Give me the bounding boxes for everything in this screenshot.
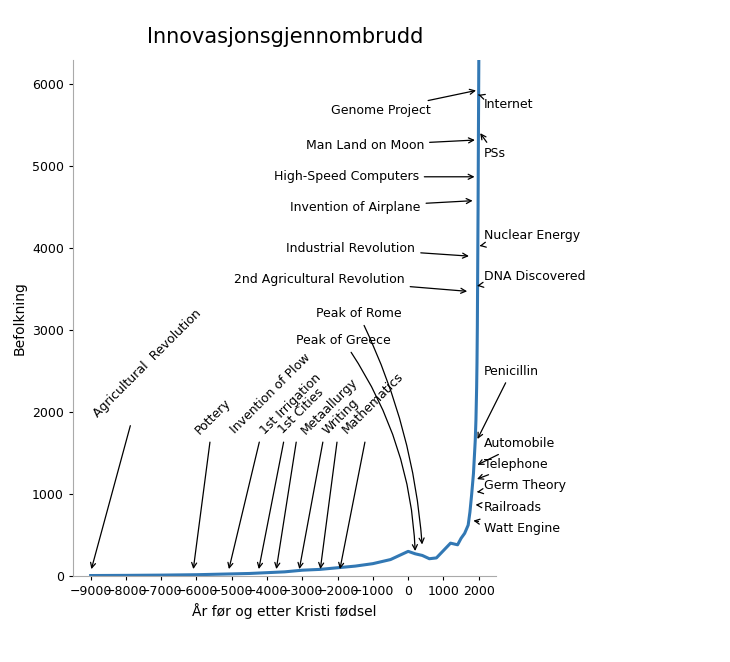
Text: Automobile: Automobile	[479, 438, 556, 464]
Text: Penicillin: Penicillin	[478, 365, 539, 438]
Text: Genome Project: Genome Project	[331, 89, 474, 117]
Text: Internet: Internet	[479, 95, 534, 111]
Text: Mathematics: Mathematics	[339, 370, 406, 568]
Text: PSs: PSs	[481, 134, 506, 160]
Text: Agricultural  Revolution: Agricultural Revolution	[91, 307, 204, 568]
Text: Writing: Writing	[319, 396, 361, 568]
Text: Watt Engine: Watt Engine	[474, 519, 560, 535]
Text: DNA Discovered: DNA Discovered	[478, 270, 585, 287]
Text: Peak of Rome: Peak of Rome	[315, 307, 424, 543]
Text: Nuclear Energy: Nuclear Energy	[481, 229, 580, 247]
Text: Peak of Greece: Peak of Greece	[296, 334, 418, 549]
Text: Germ Theory: Germ Theory	[478, 479, 566, 494]
Text: Invention of Plow: Invention of Plow	[228, 352, 313, 568]
Text: Telephone: Telephone	[478, 458, 548, 479]
Text: Industrial Revolution: Industrial Revolution	[286, 242, 467, 258]
Text: Invention of Airplane: Invention of Airplane	[290, 199, 472, 214]
Text: 1st Irrigation: 1st Irrigation	[258, 371, 324, 568]
Text: High-Speed Computers: High-Speed Computers	[274, 170, 473, 183]
Text: Man Land on Moon: Man Land on Moon	[306, 138, 474, 152]
Text: 1st Cities: 1st Cities	[274, 387, 326, 568]
Text: 2nd Agricultural Revolution: 2nd Agricultural Revolution	[234, 273, 466, 293]
X-axis label: År før og etter Kristi fødsel: År før og etter Kristi fødsel	[193, 604, 377, 620]
Text: Pottery: Pottery	[192, 396, 234, 568]
Title: Innovasjonsgjennombrudd: Innovasjonsgjennombrudd	[147, 27, 423, 47]
Text: Railroads: Railroads	[477, 500, 542, 514]
Y-axis label: Befolkning: Befolkning	[12, 281, 26, 355]
Text: Metaallurgy: Metaallurgy	[298, 375, 361, 568]
